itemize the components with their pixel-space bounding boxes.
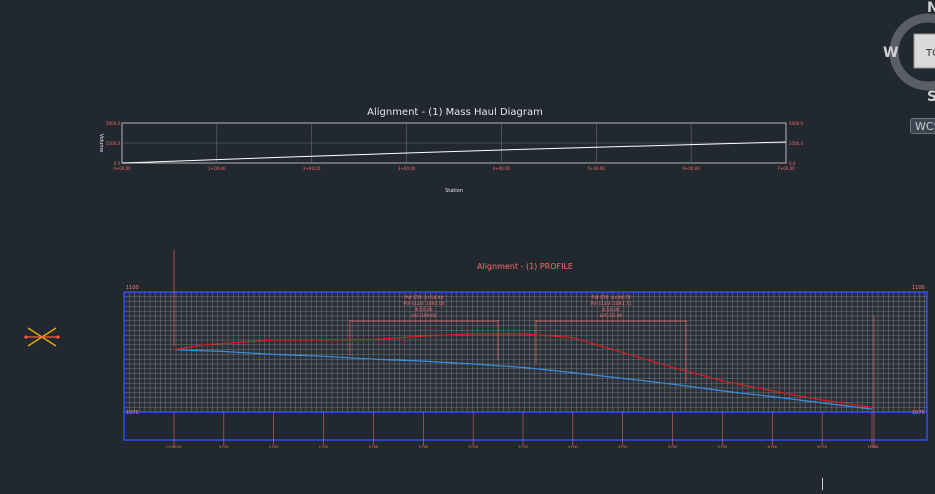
profile-grid — [123, 291, 927, 412]
vc2-line-1: PVI STA: 4+99.71 — [591, 295, 630, 301]
mass-haul-grid — [122, 123, 786, 163]
station-label: 1+00 — [269, 445, 279, 449]
design-profile-line[interactable] — [173, 333, 873, 408]
viewcube-north[interactable]: N — [927, 0, 935, 16]
viewcube-compass-ring[interactable] — [889, 13, 935, 91]
mass-haul-line — [121, 141, 787, 164]
mass-haul-yticks-right: 5000.0 2500.0 0.0 — [789, 121, 803, 166]
vc2-line-2: PVI ELEV: 1093.71 — [590, 301, 631, 307]
vc1-line-2: PVI ELEV: 1093.00 — [403, 301, 444, 307]
station-label: 6+50 — [817, 445, 827, 449]
vc1-line-4: LVC:100.00 — [411, 313, 437, 319]
mass-haul-xtick: 1+00.00 — [208, 166, 226, 171]
viewcube-face-label: TOP — [925, 48, 935, 59]
ucs-icon — [24, 327, 60, 347]
station-label: 5+00 — [668, 445, 678, 449]
crosshair-cursor — [822, 478, 823, 490]
vc2-line-3: K:50.00 — [602, 307, 619, 313]
elev-label-bottom-left: 1075 — [126, 410, 139, 416]
mass-haul-xtick: 7+00.00 — [777, 166, 795, 171]
mass-haul-xtick: 0+00.00 — [113, 166, 131, 171]
station-label: 0+00.00 — [166, 445, 181, 449]
mass-haul-xlabel: Station — [445, 188, 463, 194]
mass-haul-xtick: 5+00.00 — [588, 166, 606, 171]
vertical-curve-1[interactable]: PVI STA: 2+58.44 PVI ELEV: 1093.00 K:50.… — [350, 295, 498, 322]
station-label: 3+00 — [468, 445, 478, 449]
mass-haul-xtick: 4+00.00 — [493, 166, 511, 171]
elev-label-top-left: 1100 — [126, 285, 139, 291]
profile-title: Alignment - (1) PROFILE — [477, 262, 573, 271]
vc1-line-1: PVI STA: 2+58.44 — [404, 295, 443, 301]
station-label: 4+50 — [618, 445, 628, 449]
mass-haul-ytick-right: 2500.0 — [789, 141, 803, 146]
elev-label-top-right: 1100 — [912, 285, 925, 291]
vc2-line-4: LVC:50.00 — [600, 313, 623, 319]
mass-haul-ytick-left: 5000.0 — [106, 121, 120, 126]
wcs-menu-button[interactable]: WCS — [910, 118, 935, 134]
station-label: 5+50 — [718, 445, 728, 449]
mass-haul-xtick: 2+00.00 — [303, 166, 321, 171]
mass-haul-title: Alignment - (1) Mass Haul Diagram — [367, 107, 543, 118]
pvi-markers — [173, 250, 875, 412]
vc1-line-3: K:50.00 — [415, 307, 432, 313]
station-label: 3+50 — [518, 445, 528, 449]
elev-label-bottom-right: 1075 — [912, 410, 925, 416]
station-label: 2+00 — [369, 445, 379, 449]
existing-ground-line[interactable] — [173, 349, 873, 410]
station-label: 4+00 — [568, 445, 578, 449]
station-label: 7+02 — [869, 445, 879, 449]
mass-haul-xtick: 3+00.00 — [398, 166, 416, 171]
mass-haul-ytick-right: 5000.0 — [789, 121, 803, 126]
station-label: 0+50 — [219, 445, 229, 449]
profile-view: Alignment - (1) PROFILE 1100 1100 1075 1… — [123, 250, 928, 449]
vertical-curve-2[interactable]: PVI STA: 4+99.71 PVI ELEV: 1093.71 K:50.… — [536, 295, 686, 322]
viewcube-top-face[interactable] — [913, 33, 935, 69]
station-label: 7+00 — [867, 445, 877, 449]
station-label: 6+00 — [767, 445, 777, 449]
mass-haul-yticks-left: 5000.0 2500.0 0.0 — [106, 121, 120, 166]
station-labels: 0+00.00 0+50 1+00 1+50 2+00 2+50 3+00 3+50 4+00 4… — [166, 412, 879, 449]
station-label: 2+50 — [418, 445, 428, 449]
mass-haul-xticks: 0+00.00 1+00.00 2+00.00 3+00.00 4+00.00 5+00.… — [113, 166, 795, 171]
mass-haul-ylabel: Volume — [98, 134, 104, 153]
profile-frame — [123, 291, 928, 441]
viewcube-west[interactable]: W — [883, 45, 898, 61]
mass-haul-xtick: 6+00.00 — [682, 166, 700, 171]
profile-grid-background — [124, 292, 927, 412]
mass-haul-ytick-right: 0.0 — [789, 161, 796, 166]
mass-haul-ytick-left: 0.0 — [114, 161, 121, 166]
mass-haul-ytick-left: 2500.0 — [106, 141, 120, 146]
viewcube[interactable]: TOP N W S — [880, 0, 935, 110]
mass-haul-diagram: Alignment - (1) Mass Haul Diagram Volume… — [98, 107, 803, 194]
viewcube-south[interactable]: S — [927, 89, 935, 105]
station-label: 1+50 — [319, 445, 329, 449]
